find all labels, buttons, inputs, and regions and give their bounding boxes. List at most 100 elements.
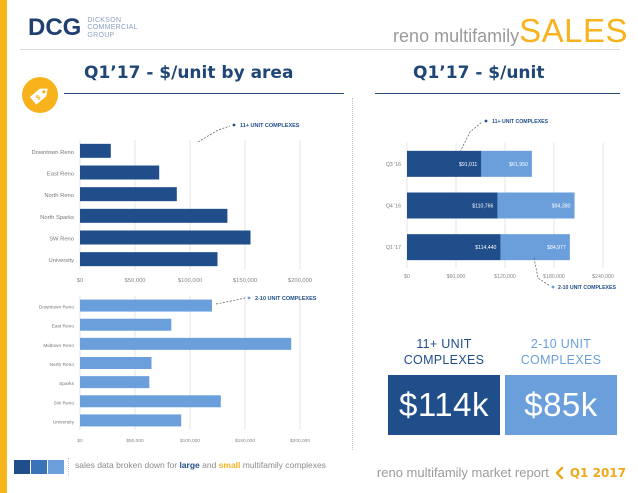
quarter-bar-large	[407, 192, 498, 219]
large-area-category-label: North Sparks	[40, 215, 74, 221]
footer-swatches	[14, 460, 65, 474]
quarter-bar-data-label: $94,380	[552, 204, 571, 210]
chevron-left-icon	[555, 466, 564, 479]
stat-small-value: $85k	[505, 375, 617, 435]
quarter-bar-data-label: $114,440	[475, 245, 496, 251]
footer-caption-large: large	[179, 460, 200, 470]
header-divider	[20, 49, 620, 50]
page-title-emphasis: SALES	[519, 12, 628, 49]
stat-large-label-line2: COMPLEXES	[403, 353, 485, 367]
quarter-top-callout-line	[459, 121, 483, 153]
quarter-category-label: Q1 '17	[386, 245, 401, 251]
quarter-bar-small	[481, 150, 532, 177]
left-chart-heading: Q1’17 - $/unit by area	[84, 63, 294, 83]
stat-large-label: 11+ UNIT COMPLEXES	[388, 336, 500, 368]
logo-company-name: DICKSON COMMERCIAL GROUP	[87, 16, 138, 39]
large-area-x-tick-label: $100,000	[178, 278, 202, 284]
small-area-bar	[80, 376, 150, 389]
large-area-annotation: 11+ UNIT COMPLEXES	[240, 123, 300, 129]
footer-caption-start: sales data broken down for	[75, 460, 180, 470]
large-area-x-tick-label: $200,000	[288, 278, 312, 284]
quarter-bar-large	[407, 150, 482, 177]
footer-divider	[68, 458, 69, 476]
page-title: reno multifamilySALES	[393, 12, 628, 50]
quarter-x-tick-label: $180,000	[543, 274, 565, 280]
stat-small-label-line2: COMPLEXES	[520, 353, 602, 367]
stat-small-label: 2-10 UNIT COMPLEXES	[505, 336, 617, 368]
svg-text:$: $	[35, 94, 43, 102]
large-area-category-label: East Reno	[47, 172, 74, 178]
quarter-bar-large	[407, 234, 501, 261]
quarter-bar-data-label: $61,950	[509, 162, 528, 168]
quarter-top-callout-dot	[484, 119, 488, 123]
large-area-category-label: North Reno	[44, 193, 74, 199]
small-area-category-label: East Reno	[52, 324, 75, 330]
right-heading-rule	[375, 93, 620, 94]
footer-report-name: reno multifamily market report	[376, 465, 549, 480]
large-area-callout-dot	[232, 123, 236, 127]
small-area-annotation: 2-10 UNIT COMPLEXES	[255, 296, 317, 302]
quarter-bar-data-label: $84,977	[547, 245, 566, 251]
quarter-bottom-annotation: 2-10 UNIT COMPLEXES	[558, 285, 616, 291]
large-area-x-tick-label: $150,000	[233, 278, 257, 284]
small-area-category-label: University	[53, 419, 75, 425]
quarter-chart: $0 $60,000 $120,000 $180,000 $240,000 Q3 '16 $…	[386, 119, 617, 291]
large-area-category-label: Downtown Reno	[31, 150, 74, 156]
large-area-bar	[80, 230, 251, 245]
small-area-x-tick-label: $0	[77, 438, 83, 444]
right-chart-heading: Q1’17 - $/unit	[413, 63, 545, 83]
stat-small-label-line1: 2-10 UNIT	[530, 337, 592, 351]
quarter-x-tick-label: $60,000	[447, 274, 466, 280]
column-divider	[352, 98, 353, 450]
large-area-bar	[80, 252, 218, 267]
stat-large-value: $114k	[388, 375, 500, 435]
small-area-callout-dot	[247, 296, 251, 300]
small-area-bar	[80, 395, 221, 408]
small-area-x-tick-label: $100,000	[180, 438, 200, 444]
small-area-bar	[80, 299, 212, 312]
small-area-callout-line	[215, 297, 246, 305]
quarter-x-tick-label: $120,000	[494, 274, 516, 280]
large-area-x-tick-label: $0	[77, 278, 83, 284]
footer-caption-small: small	[218, 460, 241, 470]
large-area-callout-line	[197, 125, 231, 143]
large-area-bar	[80, 187, 177, 202]
quarter-category-label: Q3 '16	[386, 162, 401, 168]
large-area-x-tick-label: $50,000	[125, 278, 146, 284]
large-area-category-label: University	[49, 258, 75, 264]
small-area-category-label: Midtown Reno	[43, 343, 74, 349]
small-area-bar	[80, 357, 152, 369]
quarter-bar-small	[500, 234, 570, 261]
footer-report: reno multifamily market report Q1 2017	[377, 465, 626, 480]
logo-mark: DCG	[28, 14, 82, 41]
small-area-category-label: Downtown Reno	[39, 305, 75, 311]
small-area-category-label: North Reno	[49, 362, 74, 368]
small-area-category-label: SW Reno	[53, 400, 74, 406]
small-area-category-label: Sparks	[59, 381, 75, 387]
small-area-bar	[80, 318, 172, 331]
area-charts: $0 $50,000 $100,000 $150,000 $200,000 Downtow…	[31, 123, 317, 444]
quarter-category-label: Q4 '16	[386, 204, 401, 210]
swatch-mid	[31, 460, 47, 474]
small-area-bar	[80, 337, 292, 350]
footer-quarter: Q1 2017	[569, 465, 626, 480]
small-area-bar	[80, 414, 182, 427]
small-area-x-tick-label: $150,000	[235, 438, 255, 444]
page-title-prefix: reno multifamily	[393, 26, 520, 46]
quarter-bar-data-label: $110,766	[472, 204, 493, 210]
stat-large-label-line1: 11+ UNIT	[416, 337, 472, 351]
footer-caption: sales data broken down for large and sma…	[75, 460, 326, 470]
quarter-bar-small	[497, 192, 575, 219]
quarter-bottom-callout-line	[533, 257, 551, 287]
footer-caption-end: multifamily complexes	[240, 460, 326, 470]
quarter-x-tick-label: $240,000	[592, 274, 614, 280]
swatch-navy	[14, 460, 30, 474]
quarter-x-tick-label: $0	[404, 274, 410, 280]
large-area-bar	[80, 208, 228, 223]
company-logo: DCG DICKSON COMMERCIAL GROUP	[28, 14, 157, 42]
left-heading-rule	[64, 93, 344, 94]
footer-caption-and: and	[199, 460, 219, 470]
quarter-top-annotation: 11+ UNIT COMPLEXES	[492, 119, 549, 125]
large-area-category-label: SW Reno	[49, 237, 74, 243]
quarter-bottom-callout-dot	[551, 285, 555, 289]
